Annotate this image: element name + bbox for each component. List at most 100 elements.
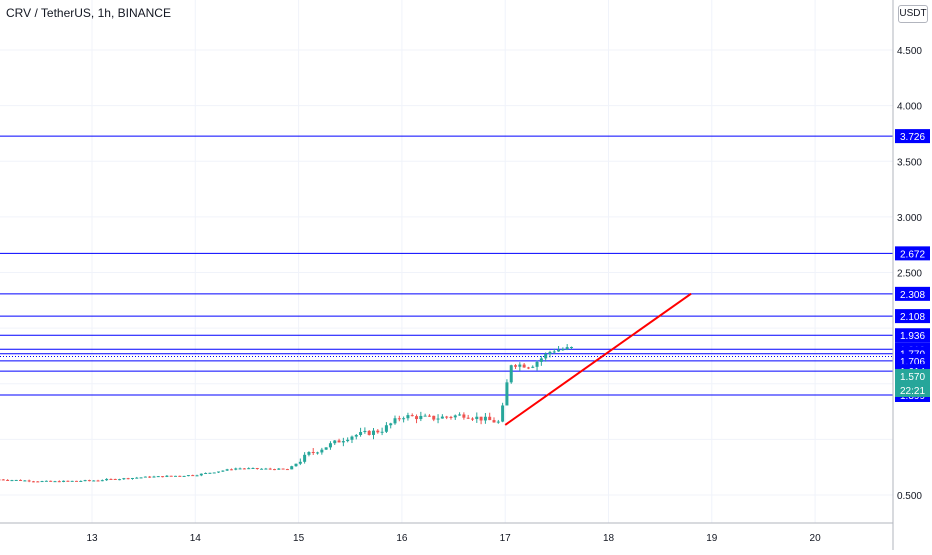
candle-body (208, 472, 212, 474)
candle-body (264, 468, 268, 470)
candle-body (565, 347, 569, 350)
candle-body (96, 480, 100, 482)
candle-body (113, 478, 117, 480)
candle-body (247, 468, 251, 470)
candle-body (191, 475, 195, 477)
candle-body (242, 468, 246, 470)
candle-body (445, 416, 449, 418)
candle-body (453, 415, 457, 418)
candle-body (165, 475, 169, 477)
candle-body (272, 469, 276, 471)
candle-body (531, 366, 535, 368)
time-tick-label: 16 (396, 533, 408, 544)
candle-body (109, 478, 113, 480)
candle-body (561, 349, 565, 351)
candle-body (483, 416, 487, 421)
candle-body (376, 430, 380, 433)
candle-body (307, 452, 311, 455)
trend-lines (504, 292, 692, 426)
candle-body (535, 361, 539, 367)
candle-body (0, 479, 1, 481)
current-price-label: 1.570 (900, 372, 925, 383)
candle-body (87, 480, 91, 482)
candle-body (100, 480, 104, 482)
candle-body (118, 479, 122, 481)
candle-body (66, 480, 70, 482)
candle-body (406, 415, 410, 419)
time-tick-label: 19 (706, 533, 718, 544)
candle-body (130, 478, 134, 480)
candle-body (182, 475, 186, 477)
candle-body (514, 365, 518, 367)
candle-body (31, 481, 35, 483)
candle-body (393, 418, 397, 424)
candle-body (526, 367, 530, 369)
candle-body (225, 469, 229, 471)
candle-body (320, 449, 324, 453)
level-label-text: 1.936 (900, 331, 925, 342)
price-tick-label: 0.500 (897, 491, 922, 502)
candle-body (40, 481, 44, 483)
candle-body (83, 480, 87, 482)
candle-body (126, 478, 130, 480)
level-label-box (895, 286, 930, 301)
candle-body (148, 476, 152, 478)
candle-body (557, 349, 561, 352)
price-tick-label: 4.000 (897, 102, 922, 113)
candle-body (337, 440, 341, 443)
candle-body (70, 480, 74, 482)
candle-body (217, 471, 221, 473)
candle-body (544, 353, 548, 359)
price-tick-label: 3.000 (897, 213, 922, 224)
candle-body (384, 425, 388, 432)
candle-body (402, 418, 406, 420)
candle-body (397, 418, 401, 420)
trend-line[interactable] (504, 292, 692, 426)
candle-body (36, 481, 40, 483)
candle-body (290, 466, 294, 470)
candle-body (496, 421, 500, 423)
candle-body (470, 418, 474, 420)
candle-body (488, 416, 492, 421)
candle-body (186, 475, 190, 477)
candle-body (255, 467, 259, 469)
level-label-text: 2.308 (900, 290, 925, 301)
candle-body (75, 480, 79, 482)
candle-body (212, 472, 216, 474)
candle-body (135, 477, 139, 479)
candle-body (152, 476, 156, 478)
candle-body (423, 415, 427, 417)
candle-body (238, 468, 242, 470)
candle-body (371, 430, 375, 435)
time-tick-label: 13 (86, 533, 98, 544)
candle-body (92, 480, 96, 482)
candle-body (522, 364, 526, 368)
candle-body (143, 476, 147, 478)
candle-body (294, 463, 298, 467)
price-tick-label: 3.500 (897, 157, 922, 168)
candle-body (552, 351, 556, 353)
time-tick-label: 18 (603, 533, 615, 544)
candle-body (333, 440, 337, 444)
candle-body (316, 452, 320, 454)
candle-body (221, 470, 225, 472)
price-tick-label: 2.500 (897, 269, 922, 280)
candle-body (410, 415, 414, 417)
candle-body (229, 469, 233, 471)
candle-body (462, 414, 466, 418)
candle-body (122, 478, 126, 480)
candle-body (234, 468, 238, 470)
candle-body (204, 473, 208, 475)
candle-body (475, 416, 479, 420)
candle-body (380, 431, 384, 433)
symbol-title: CRV / TetherUS, 1h, BINANCE (6, 6, 171, 20)
candle-body (324, 447, 328, 450)
candle-body (479, 416, 483, 421)
grid (0, 0, 893, 523)
level-label-text: 3.726 (900, 132, 925, 143)
candle-body (436, 418, 440, 420)
currency-button[interactable]: USDT (898, 5, 928, 23)
